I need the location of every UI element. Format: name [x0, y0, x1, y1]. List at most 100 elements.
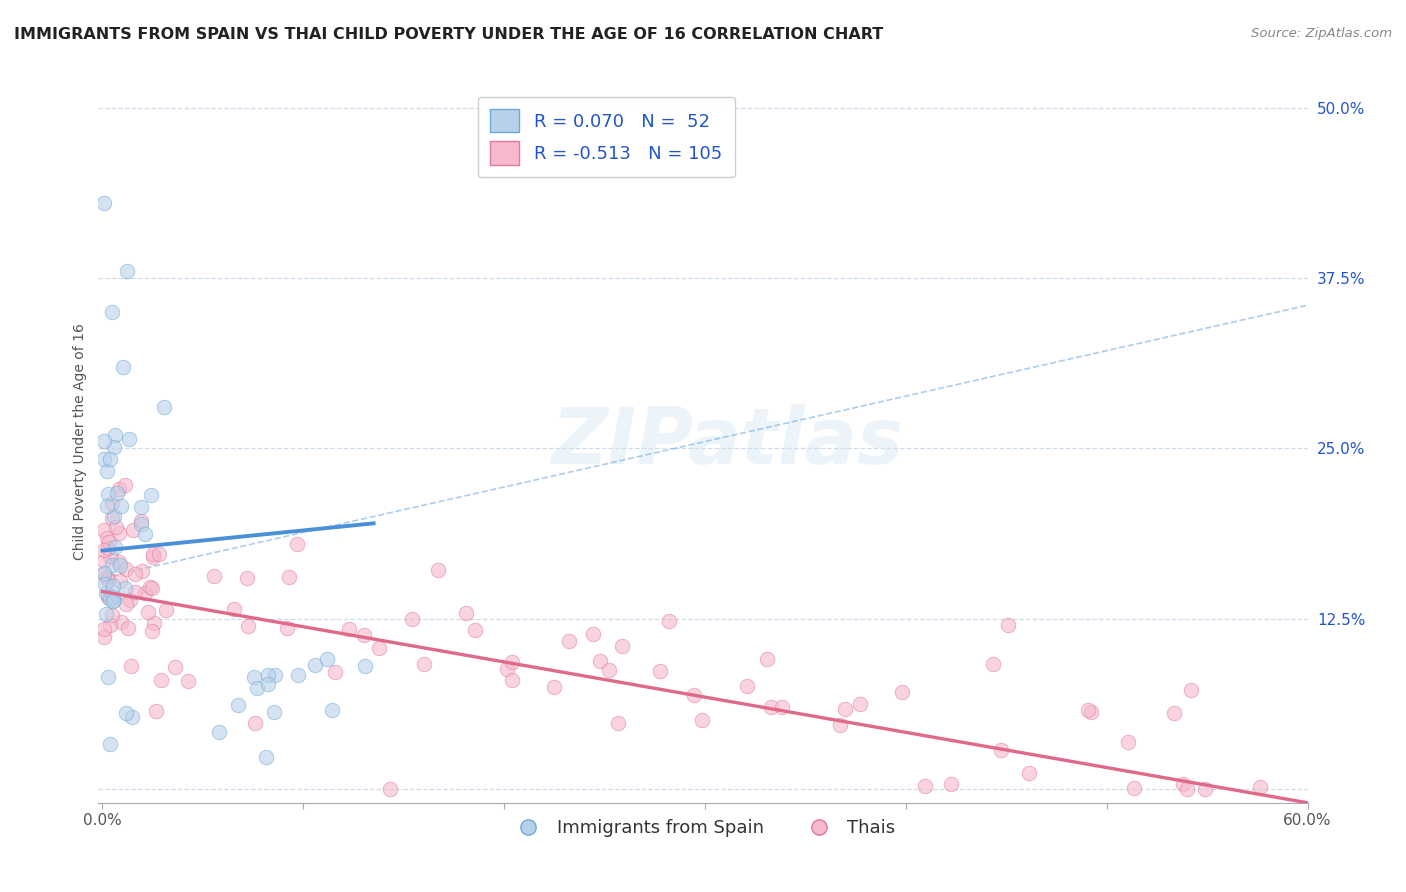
Point: [93, 452, 115, 467]
Point: [114, 581, 136, 595]
Point: [110, 615, 132, 630]
Point: [101, 558, 124, 572]
Point: [112, 359, 135, 374]
Point: [177, 673, 200, 688]
Point: [103, 509, 125, 524]
Point: [143, 615, 166, 630]
Point: [589, 654, 612, 668]
Point: [101, 608, 124, 623]
Point: [658, 614, 681, 628]
Point: [690, 713, 713, 727]
Point: [1175, 782, 1198, 797]
Point: [598, 663, 620, 677]
Point: [1171, 777, 1194, 791]
Point: [93, 566, 115, 580]
Point: [138, 605, 160, 619]
Point: [108, 525, 131, 540]
Point: [131, 564, 153, 578]
Point: [648, 664, 671, 678]
Point: [110, 500, 132, 514]
Point: [98, 617, 121, 632]
Point: [612, 639, 634, 653]
Point: [115, 597, 138, 611]
Point: [495, 662, 517, 676]
Point: [368, 641, 391, 656]
Point: [246, 681, 269, 696]
Point: [96, 531, 118, 545]
Point: [914, 779, 936, 793]
Point: [96, 464, 118, 478]
Point: [108, 574, 131, 589]
Point: [582, 627, 605, 641]
Point: [1194, 782, 1216, 797]
Point: [93, 542, 115, 557]
Point: [101, 496, 124, 510]
Point: [155, 603, 177, 617]
Text: Source: ZipAtlas.com: Source: ZipAtlas.com: [1251, 27, 1392, 40]
Point: [93, 566, 115, 581]
Point: [103, 591, 125, 605]
Point: [96, 499, 118, 513]
Text: ZIPatlas: ZIPatlas: [551, 403, 903, 480]
Point: [101, 511, 124, 525]
Point: [756, 652, 779, 666]
Point: [134, 526, 156, 541]
Point: [287, 668, 309, 682]
Point: [222, 602, 245, 616]
Point: [264, 667, 287, 681]
Point: [427, 564, 450, 578]
Text: IMMIGRANTS FROM SPAIN VS THAI CHILD POVERTY UNDER THE AGE OF 16 CORRELATION CHAR: IMMIGRANTS FROM SPAIN VS THAI CHILD POVE…: [14, 27, 883, 42]
Point: [104, 540, 127, 554]
Point: [98, 535, 121, 549]
Point: [101, 579, 124, 593]
Point: [105, 486, 128, 500]
Point: [454, 606, 477, 620]
Point: [145, 704, 167, 718]
Point: [98, 737, 121, 751]
Point: [121, 523, 143, 537]
Point: [828, 718, 851, 732]
Point: [93, 630, 115, 644]
Point: [118, 593, 141, 607]
Point: [558, 634, 581, 648]
Point: [208, 724, 231, 739]
Point: [117, 432, 139, 446]
Point: [401, 612, 423, 626]
Point: [104, 427, 127, 442]
Point: [163, 660, 186, 674]
Point: [142, 547, 165, 561]
Point: [683, 688, 706, 702]
Point: [124, 567, 146, 582]
Point: [107, 482, 129, 496]
Point: [242, 670, 264, 684]
Point: [141, 582, 163, 596]
Point: [337, 622, 360, 636]
Point: [134, 586, 156, 600]
Point: [848, 697, 870, 711]
Point: [834, 702, 856, 716]
Point: [278, 570, 301, 584]
Y-axis label: Child Poverty Under the Age of 16: Child Poverty Under the Age of 16: [73, 323, 87, 560]
Point: [323, 665, 346, 679]
Point: [129, 500, 152, 514]
Point: [139, 488, 162, 502]
Point: [413, 657, 436, 671]
Point: [101, 594, 124, 608]
Point: [103, 593, 125, 607]
Legend: Immigrants from Spain, Thais: Immigrants from Spain, Thais: [503, 812, 903, 845]
Point: [98, 452, 121, 467]
Point: [254, 750, 277, 764]
Point: [543, 680, 565, 694]
Point: [759, 699, 782, 714]
Point: [97, 591, 120, 605]
Point: [263, 705, 285, 719]
Point: [1080, 706, 1102, 720]
Point: [770, 699, 793, 714]
Point: [142, 550, 165, 565]
Point: [287, 536, 309, 550]
Point: [243, 715, 266, 730]
Point: [93, 434, 115, 448]
Point: [316, 652, 339, 666]
Point: [129, 516, 152, 531]
Point: [1077, 703, 1099, 717]
